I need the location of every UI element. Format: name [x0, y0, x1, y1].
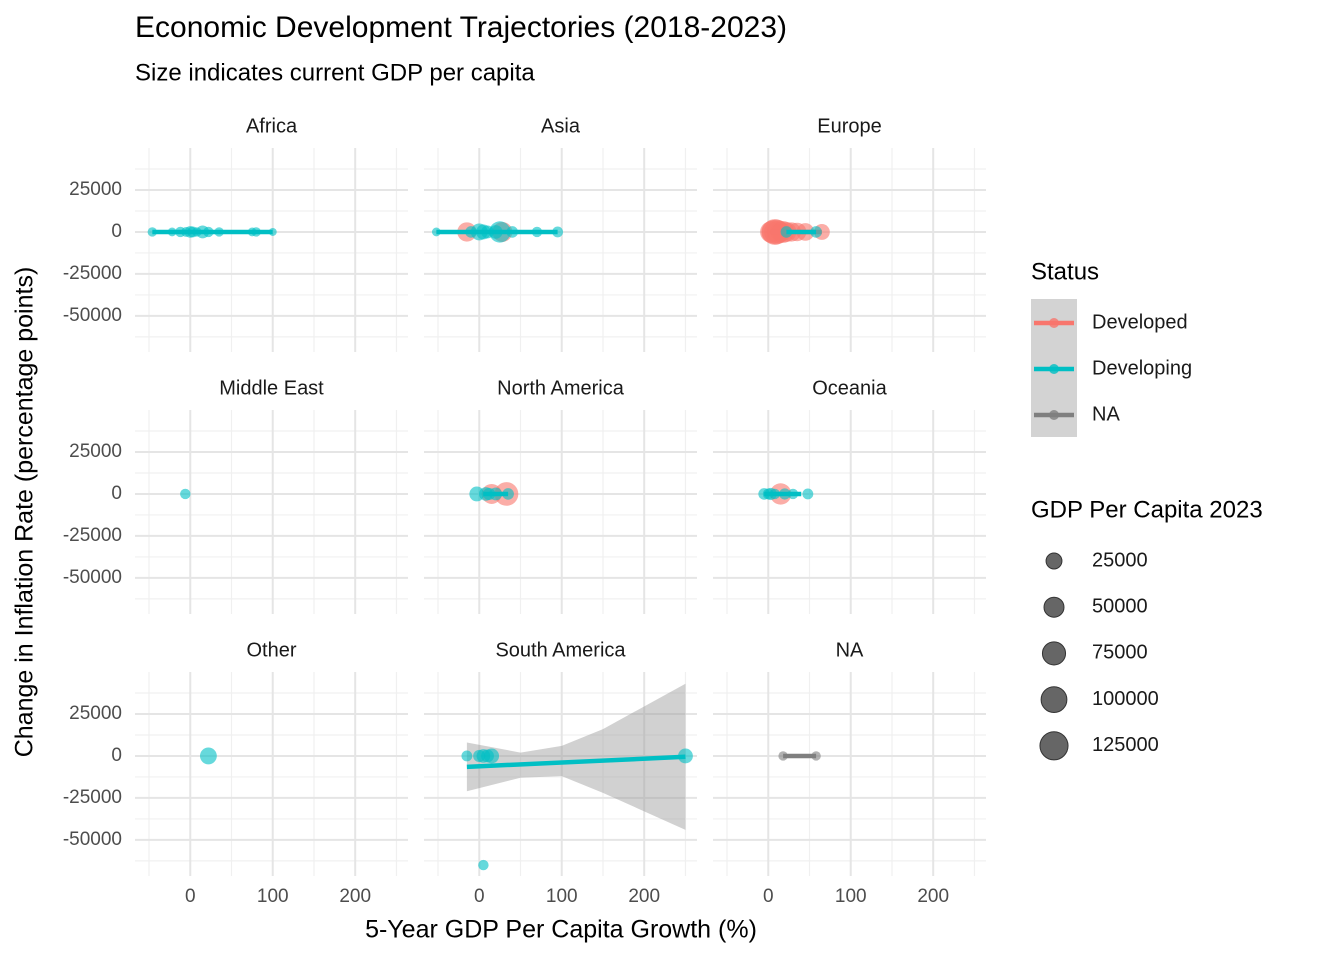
panel-title: Asia: [541, 115, 581, 137]
legend-key-point: [1049, 364, 1059, 374]
legend-label: Developing: [1092, 357, 1192, 379]
legend-title: Status: [1031, 258, 1099, 285]
y-tick-label: 0: [111, 221, 122, 242]
panel-title: Africa: [246, 115, 298, 137]
point: [484, 748, 500, 764]
x-tick-label: 200: [628, 886, 660, 907]
y-tick-label: -25000: [63, 787, 122, 808]
chart-subtitle: Size indicates current GDP per capita: [135, 59, 535, 86]
y-tick-label: 0: [111, 745, 122, 766]
y-tick-label: 0: [111, 483, 122, 504]
legend-label: 25000: [1092, 549, 1148, 571]
size-legend-point: [1045, 552, 1063, 570]
panel-title: NA: [836, 639, 864, 661]
x-tick-label: 200: [917, 886, 949, 907]
point: [478, 859, 489, 871]
y-tick-label: 25000: [69, 441, 122, 462]
size-legend-point: [1043, 596, 1065, 618]
size-legend-point: [1040, 686, 1068, 713]
panel-title: Other: [246, 639, 296, 661]
confidence-band: [466, 683, 686, 830]
legend-key-point: [1049, 410, 1059, 420]
y-axis-title: Change in Inflation Rate (percentage poi…: [11, 267, 39, 758]
y-tick-label: -50000: [63, 829, 122, 850]
legend-label: 50000: [1092, 595, 1148, 617]
x-tick-label: 100: [257, 886, 289, 907]
panel-title: North America: [497, 377, 625, 399]
point: [461, 750, 473, 762]
x-tick-label: 0: [185, 886, 196, 907]
legend-label: NA: [1092, 403, 1120, 425]
x-axis-title: 5-Year GDP Per Capita Growth (%): [365, 916, 757, 944]
point: [147, 227, 158, 237]
x-tick-label: 0: [763, 886, 774, 907]
y-tick-label: -25000: [63, 525, 122, 546]
point: [199, 747, 217, 765]
panel-title: Oceania: [812, 377, 887, 399]
x-tick-label: 0: [474, 886, 485, 907]
y-tick-label: 25000: [69, 179, 122, 200]
legend-key-point: [1049, 318, 1059, 328]
legend-label: 75000: [1092, 642, 1148, 664]
x-tick-label: 100: [835, 886, 867, 907]
point: [180, 488, 191, 500]
legend-title: GDP Per Capita 2023: [1031, 496, 1263, 523]
trend-line: [466, 754, 686, 770]
size-legend-point: [1041, 641, 1067, 666]
y-tick-label: -25000: [63, 263, 122, 284]
x-tick-label: 200: [339, 886, 371, 907]
panel-title: Europe: [817, 115, 882, 137]
point: [802, 488, 814, 500]
y-tick-label: 25000: [69, 703, 122, 724]
point: [678, 748, 693, 764]
point: [780, 226, 793, 238]
legend-label: Developed: [1092, 311, 1188, 333]
legend-label: 100000: [1092, 688, 1159, 710]
y-tick-label: -50000: [63, 567, 122, 588]
x-tick-label: 100: [546, 886, 578, 907]
size-legend-point: [1039, 731, 1069, 761]
panel-title: South America: [495, 639, 626, 661]
y-tick-label: -50000: [63, 305, 122, 326]
legend-label: 125000: [1092, 734, 1159, 756]
panel-title: Middle East: [219, 377, 324, 399]
chart-title: Economic Development Trajectories (2018-…: [135, 11, 787, 44]
